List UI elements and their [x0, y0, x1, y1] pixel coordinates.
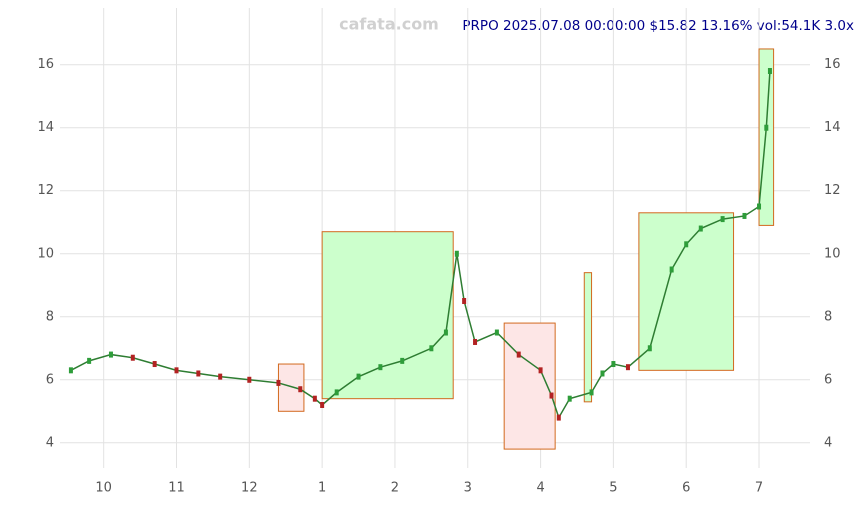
price-mark	[108, 351, 113, 358]
zone-box	[321, 231, 454, 400]
price-mark	[764, 124, 769, 131]
price-mark	[669, 266, 674, 273]
price-mark	[462, 298, 467, 305]
y2-tick-label: 12	[824, 183, 841, 198]
y2-tick-label: 4	[824, 435, 832, 450]
y-tick-label: 10	[37, 246, 54, 261]
price-mark	[298, 386, 303, 393]
price-mark	[443, 329, 448, 336]
x-tick-label: 3	[464, 481, 472, 496]
zone-box	[583, 272, 593, 403]
price-mark	[625, 364, 630, 371]
price-mark	[647, 345, 652, 352]
price-mark	[698, 225, 703, 232]
price-mark	[247, 376, 252, 383]
zone-box	[638, 212, 735, 371]
y2-tick-label: 8	[824, 309, 832, 324]
price-mark	[429, 345, 434, 352]
x-tick-label: 5	[609, 481, 617, 496]
price-mark	[556, 414, 561, 421]
x-tick-label: 1	[318, 481, 326, 496]
x-tick-label: 2	[391, 481, 399, 496]
price-mark	[549, 392, 554, 399]
y-tick-label: 8	[46, 309, 54, 324]
y-tick-label: 6	[46, 372, 54, 387]
price-mark	[334, 389, 339, 396]
price-mark	[454, 250, 459, 257]
price-mark	[494, 329, 499, 336]
y2-tick-label: 14	[824, 120, 841, 135]
x-tick-label: 6	[682, 481, 690, 496]
x-tick-label: 11	[168, 481, 185, 496]
price-mark	[196, 370, 201, 377]
price-mark	[218, 373, 223, 380]
price-mark	[684, 241, 689, 248]
price-mark	[567, 395, 572, 402]
price-mark	[320, 401, 325, 408]
price-mark	[589, 389, 594, 396]
price-mark	[742, 212, 747, 219]
price-mark	[87, 357, 92, 364]
price-mark	[130, 354, 135, 361]
price-mark	[378, 364, 383, 371]
price-mark	[356, 373, 361, 380]
y2-tick-label: 10	[824, 246, 841, 261]
watermark: cafata.com	[339, 15, 439, 34]
x-tick-label: 4	[536, 481, 544, 496]
y-tick-label: 14	[37, 120, 54, 135]
price-mark	[68, 367, 73, 374]
price-mark	[757, 203, 762, 210]
y-tick-label: 12	[37, 183, 54, 198]
price-mark	[473, 338, 478, 345]
x-tick-label: 12	[241, 481, 258, 496]
price-mark	[720, 216, 725, 223]
price-mark	[312, 395, 317, 402]
x-tick-label: 7	[755, 481, 763, 496]
price-mark	[152, 361, 157, 368]
chart-title: PRPO 2025.07.08 00:00:00 $15.82 13.16% v…	[462, 18, 854, 34]
price-mark	[600, 370, 605, 377]
x-tick-label: 10	[95, 481, 112, 496]
price-mark	[538, 367, 543, 374]
price-mark	[611, 361, 616, 368]
y-tick-label: 4	[46, 435, 54, 450]
y2-tick-label: 16	[824, 57, 841, 72]
price-mark	[767, 68, 772, 75]
price-mark	[400, 357, 405, 364]
y-tick-label: 16	[37, 57, 54, 72]
price-mark	[276, 379, 281, 386]
y2-tick-label: 6	[824, 372, 832, 387]
price-mark	[516, 351, 521, 358]
price-mark	[174, 367, 179, 374]
zone-box	[758, 48, 775, 226]
